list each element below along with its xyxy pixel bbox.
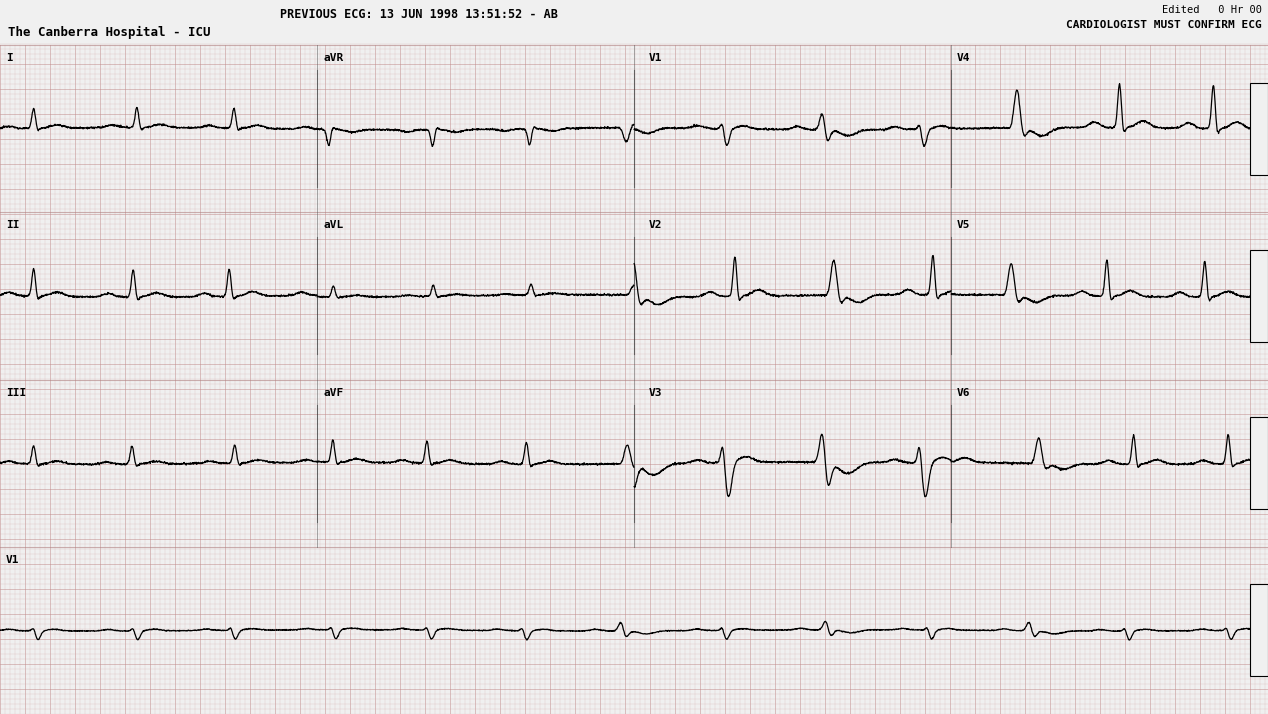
Text: V1: V1 <box>6 555 19 565</box>
Bar <box>1250 83 1268 175</box>
Text: PREVIOUS ECG: 13 JUN 1998 13:51:52 - AB: PREVIOUS ECG: 13 JUN 1998 13:51:52 - AB <box>279 8 558 21</box>
Text: V6: V6 <box>957 388 970 398</box>
Text: V4: V4 <box>957 53 970 63</box>
Text: aVL: aVL <box>323 220 344 230</box>
Text: III: III <box>6 388 27 398</box>
Text: V2: V2 <box>649 220 662 230</box>
Text: aVF: aVF <box>323 388 344 398</box>
Text: I: I <box>6 53 13 63</box>
Bar <box>1250 250 1268 342</box>
Text: The Canberra Hospital - ICU: The Canberra Hospital - ICU <box>8 26 210 39</box>
Bar <box>1250 417 1268 509</box>
Text: II: II <box>6 220 19 230</box>
Text: CARDIOLOGIST MUST CONFIRM ECG: CARDIOLOGIST MUST CONFIRM ECG <box>1066 20 1262 30</box>
Bar <box>1250 584 1268 676</box>
Text: V1: V1 <box>649 53 662 63</box>
Text: Edited   0 Hr 00: Edited 0 Hr 00 <box>1161 5 1262 15</box>
Text: V5: V5 <box>957 220 970 230</box>
Text: aVR: aVR <box>323 53 344 63</box>
Text: V3: V3 <box>649 388 662 398</box>
